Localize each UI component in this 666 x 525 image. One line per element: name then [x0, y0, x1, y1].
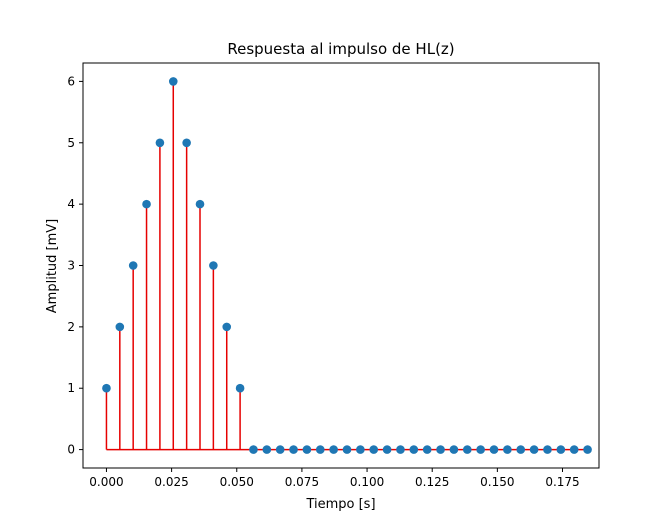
stem-marker — [529, 445, 539, 454]
stem-marker — [142, 199, 151, 209]
y-tick-label: 5 — [67, 136, 75, 150]
stem-marker — [476, 445, 485, 454]
y-tick-label: 6 — [67, 74, 75, 88]
stem-marker — [503, 445, 512, 454]
x-tick-label: 0.025 — [154, 475, 188, 489]
y-tick-label: 3 — [67, 259, 75, 273]
x-tick-label: 0.050 — [220, 475, 254, 489]
stem-marker — [369, 445, 379, 454]
stem-marker — [329, 445, 338, 454]
stem-marker — [222, 322, 232, 332]
x-tick-label: 0.175 — [545, 475, 579, 489]
stem-marker — [356, 445, 365, 454]
stem-marker — [543, 445, 552, 454]
x-axis-label: Tiempo [s] — [305, 497, 375, 512]
x-tick-label: 0.100 — [350, 475, 384, 489]
y-tick-label: 0 — [67, 443, 75, 457]
stem-marker — [182, 138, 191, 148]
x-tick-label: 0.075 — [285, 475, 319, 489]
stem-marker — [556, 445, 566, 454]
stem-marker — [516, 445, 526, 454]
stem-marker — [102, 383, 111, 393]
x-tick-label: 0.150 — [480, 475, 514, 489]
stem-marker — [396, 445, 405, 454]
stem-marker — [342, 445, 352, 454]
stem-marker — [275, 445, 285, 454]
stem-marker — [583, 445, 592, 454]
stem-marker — [449, 445, 459, 454]
stem-marker — [382, 445, 392, 454]
stem-marker — [115, 322, 125, 332]
stem-marker — [409, 445, 419, 454]
stem-marker — [249, 445, 258, 454]
stem-marker — [262, 445, 272, 454]
chart-title: Respuesta al impulso de HL(z) — [227, 40, 454, 58]
stem-marker — [302, 445, 312, 454]
y-tick-label: 2 — [67, 320, 75, 334]
stem-marker — [235, 383, 245, 393]
plot-layer — [102, 77, 592, 454]
y-tick-label: 4 — [67, 197, 75, 211]
stem-marker — [128, 261, 138, 270]
stem-marker — [489, 445, 499, 454]
stem-marker — [315, 445, 325, 454]
x-tick-label: 0.125 — [415, 475, 449, 489]
stem-marker — [422, 445, 432, 454]
x-tick-label: 0.000 — [89, 475, 123, 489]
stem-marker — [195, 199, 205, 209]
stem-marker — [289, 445, 298, 454]
stem-marker — [462, 445, 472, 454]
stem-marker — [209, 261, 218, 270]
x-axis-ticks: 0.000 0.025 0.050 0.075 0.100 0.125 0.150 0.175 — [89, 468, 580, 489]
stem-marker — [436, 445, 445, 454]
y-axis-ticks: 0 1 2 3 4 5 6 — [67, 74, 83, 457]
stem-marker — [155, 138, 165, 148]
y-axis-label: Amplitud [mV] — [45, 219, 60, 313]
y-tick-label: 1 — [67, 381, 75, 395]
stem-marker — [168, 77, 178, 86]
stem-marker — [569, 445, 579, 454]
